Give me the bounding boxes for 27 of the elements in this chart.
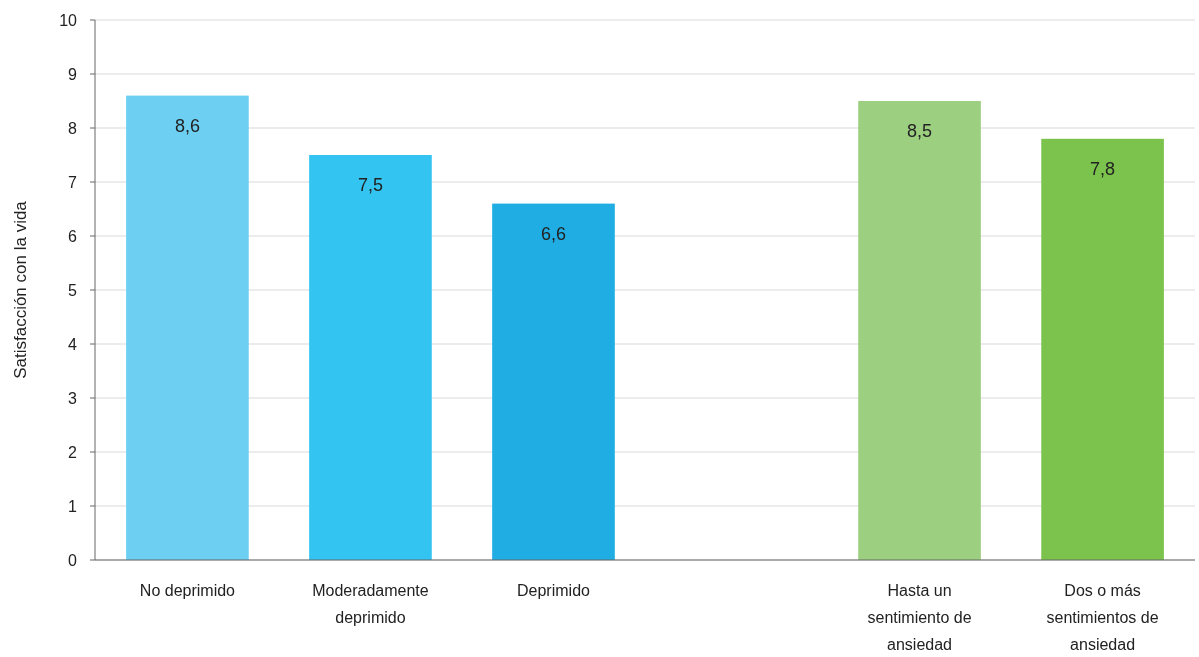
y-tick-label: 5	[68, 281, 78, 299]
data-label: 7,5	[357, 175, 383, 195]
y-tick-label: 4	[68, 335, 78, 353]
data-label: 8,6	[174, 115, 200, 136]
bar	[492, 203, 615, 560]
data-label: 7,8	[1090, 158, 1116, 179]
y-tick-label: 7	[68, 173, 78, 191]
y-tick-label: 6	[68, 227, 78, 245]
y-tick-label: 10	[59, 11, 78, 29]
y-tick-label: 0	[68, 551, 78, 569]
data-label: 6,6	[540, 223, 566, 244]
y-tick-label: 3	[68, 389, 78, 407]
y-axis-title: Satisfacción con la vida	[11, 200, 30, 379]
y-tick-label: 9	[68, 65, 78, 83]
x-tick-label: No deprimido	[139, 582, 236, 599]
y-tick-label: 8	[68, 119, 78, 137]
y-tick-label: 1	[68, 497, 78, 515]
x-tick-label: Dos o más sentimientos de ansiedad	[1046, 582, 1159, 653]
x-tick-label: Deprimido	[517, 582, 591, 599]
data-label: 8,5	[907, 121, 933, 141]
x-tick-label: Moderadamente deprimido	[312, 582, 429, 626]
bar	[858, 101, 981, 560]
bar	[309, 155, 432, 560]
bar	[126, 95, 249, 560]
y-tick-label: 2	[68, 443, 78, 461]
x-tick-label: Hasta un sentimiento de ansiedad	[867, 582, 972, 653]
bar	[1041, 138, 1164, 560]
